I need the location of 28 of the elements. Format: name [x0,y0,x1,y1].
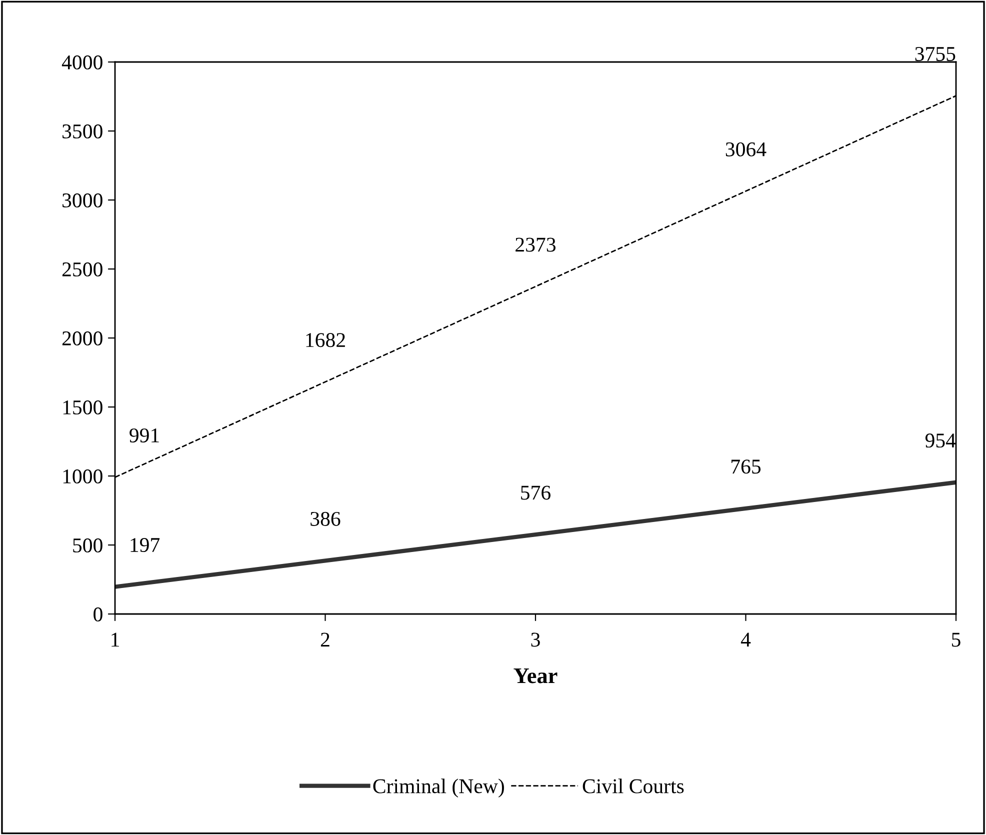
y-tick-label: 2000 [62,331,102,346]
x-tick-label: 3 [531,632,540,647]
y-tick-label: 1500 [63,400,102,414]
y-tick-label: 3000 [62,193,102,208]
data-label: 991 [130,428,159,442]
x-tick-label: 1 [112,632,119,647]
data-label: 576 [521,486,551,500]
y-tick-label: 0 [94,607,102,622]
data-label: 3064 [726,142,766,156]
legend-label: Criminal (New) [373,778,504,798]
x-axis-title: Year [514,668,558,684]
legend-label: Civil Courts [582,778,684,794]
data-label: 954 [925,434,956,448]
line-series [115,480,956,589]
y-tick-label: 3500 [62,124,102,138]
x-tick-label: 4 [740,632,751,647]
data-label: 386 [310,512,340,526]
data-label: 3755 [915,47,956,62]
data-label: 197 [130,538,160,552]
y-tick-label: 2500 [62,262,102,276]
y-tick-label: 500 [73,538,102,552]
x-tick-label: 5 [952,632,960,647]
x-tick-label: 2 [320,632,330,647]
y-tick-label: 4000 [62,55,102,70]
y-tick-label: 1000 [63,469,102,484]
data-label: 1682 [306,333,345,348]
data-label: 2373 [516,238,556,252]
data-label: 765 [732,460,761,474]
